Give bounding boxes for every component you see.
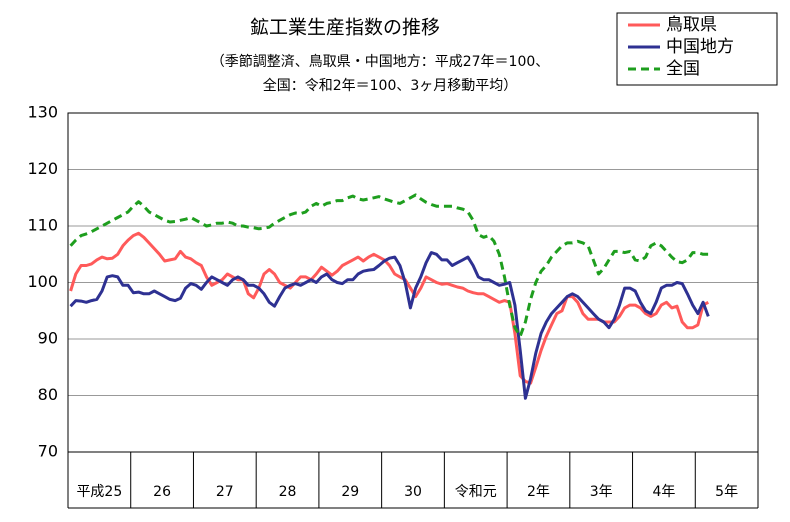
x-tick-label: 2年 xyxy=(527,484,550,500)
x-tick-label: 3年 xyxy=(590,484,613,500)
line-series xyxy=(69,251,710,400)
x-tick-label: 26 xyxy=(153,484,171,500)
x-tick-label: 28 xyxy=(279,484,297,500)
legend-label: 全国 xyxy=(666,59,700,79)
x-tick-label: 27 xyxy=(216,484,234,500)
chart-subtitle: （季節調整済、鳥取県・中国地方：平成27年＝100、 xyxy=(211,53,550,70)
y-tick-label: 110 xyxy=(27,216,58,235)
legend-label: 中国地方 xyxy=(666,37,734,57)
line-series xyxy=(69,193,709,338)
y-tick-label: 70 xyxy=(38,442,58,461)
x-tick-label: 30 xyxy=(404,484,422,500)
legend-label: 鳥取県 xyxy=(666,15,717,35)
y-tick-label: 100 xyxy=(27,272,58,291)
x-tick-label: 29 xyxy=(341,484,359,500)
y-tick-label: 90 xyxy=(38,329,58,348)
plot-border xyxy=(67,112,759,453)
y-tick-label: 120 xyxy=(27,159,58,178)
x-tick-label: 令和元 xyxy=(455,484,497,500)
chart-subtitle: 全国：令和2年＝100、3ヶ月移動平均） xyxy=(263,77,518,94)
y-tick-label: 130 xyxy=(27,103,58,122)
chart-title: 鉱工業生産指数の推移 xyxy=(250,17,440,39)
x-tick-label: 5年 xyxy=(715,484,738,500)
y-tick-label: 80 xyxy=(38,385,58,404)
x-tick-label: 平成25 xyxy=(76,484,122,500)
x-tick-label: 4年 xyxy=(652,484,675,500)
